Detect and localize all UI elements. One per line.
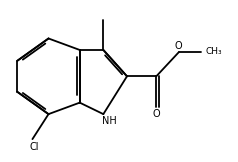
Text: NH: NH xyxy=(102,116,116,126)
Text: O: O xyxy=(153,109,160,119)
Text: CH₃: CH₃ xyxy=(206,47,223,57)
Text: Cl: Cl xyxy=(30,142,39,152)
Text: O: O xyxy=(175,41,182,51)
